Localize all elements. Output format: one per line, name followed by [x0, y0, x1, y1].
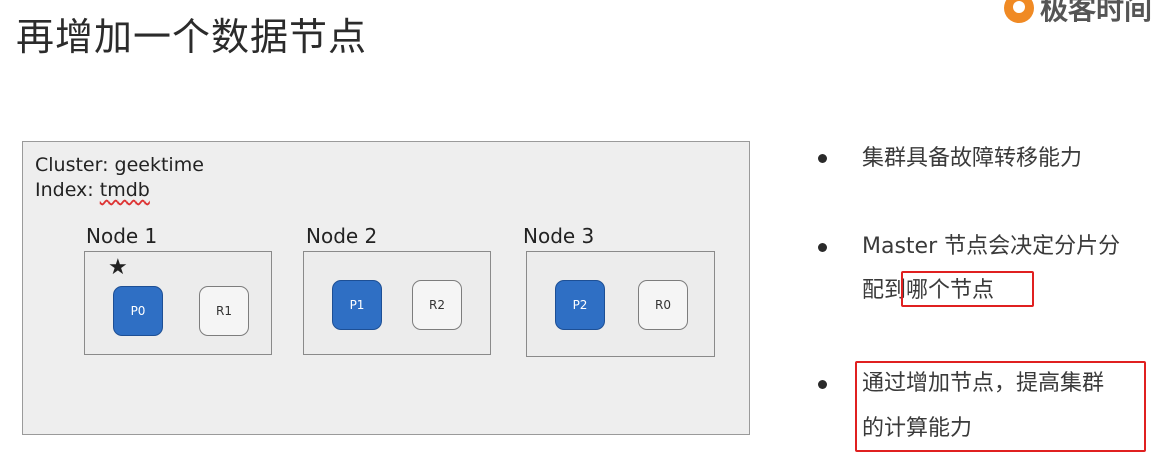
bullet-dot: [818, 243, 827, 252]
highlight-box-1: [901, 271, 1034, 307]
index-label: Index: tmdb: [35, 179, 150, 201]
bullet-dot: [818, 154, 827, 163]
brand-logo: 极客时间: [1004, 0, 1168, 26]
bullet-2-line-1: Master 节点会决定分片分: [862, 234, 1121, 259]
index-prefix: Index:: [35, 179, 100, 201]
brand-logo-text: 极客时间: [1040, 0, 1153, 26]
slide-title: 再增加一个数据节点: [16, 15, 368, 59]
highlight-box-2: [855, 361, 1146, 452]
bullet-1-line-1: 集群具备故障转移能力: [862, 146, 1083, 171]
shard-replica: R0: [638, 280, 688, 330]
brand-logo-icon: [1004, 0, 1034, 23]
node-2-label: Node 2: [306, 224, 378, 248]
master-star-icon: ★: [108, 255, 128, 280]
node-3-box: P2 R0: [526, 251, 715, 357]
index-name: tmdb: [99, 179, 150, 201]
bullet-dot: [818, 380, 827, 389]
shard-primary: P2: [555, 280, 605, 330]
shard-replica: R1: [199, 286, 249, 336]
cluster-box: Cluster: geektime Index: tmdb Node 1 ★ P…: [22, 141, 750, 435]
bullet-3-line-1: 通过增加节点，提高集群: [862, 371, 1105, 396]
shard-replica: R2: [412, 280, 462, 330]
node-3-label: Node 3: [523, 224, 595, 248]
shard-primary: P0: [113, 286, 163, 336]
bullet-3-line-2: 的计算能力: [862, 416, 973, 441]
cluster-label: Cluster: geektime: [35, 154, 204, 176]
node-1-label: Node 1: [86, 224, 158, 248]
node-1-box: ★ P0 R1: [84, 251, 272, 355]
shard-primary: P1: [332, 280, 382, 330]
bullet-2-line-2: 配到哪个节点: [862, 278, 995, 303]
node-2-box: P1 R2: [303, 251, 491, 355]
